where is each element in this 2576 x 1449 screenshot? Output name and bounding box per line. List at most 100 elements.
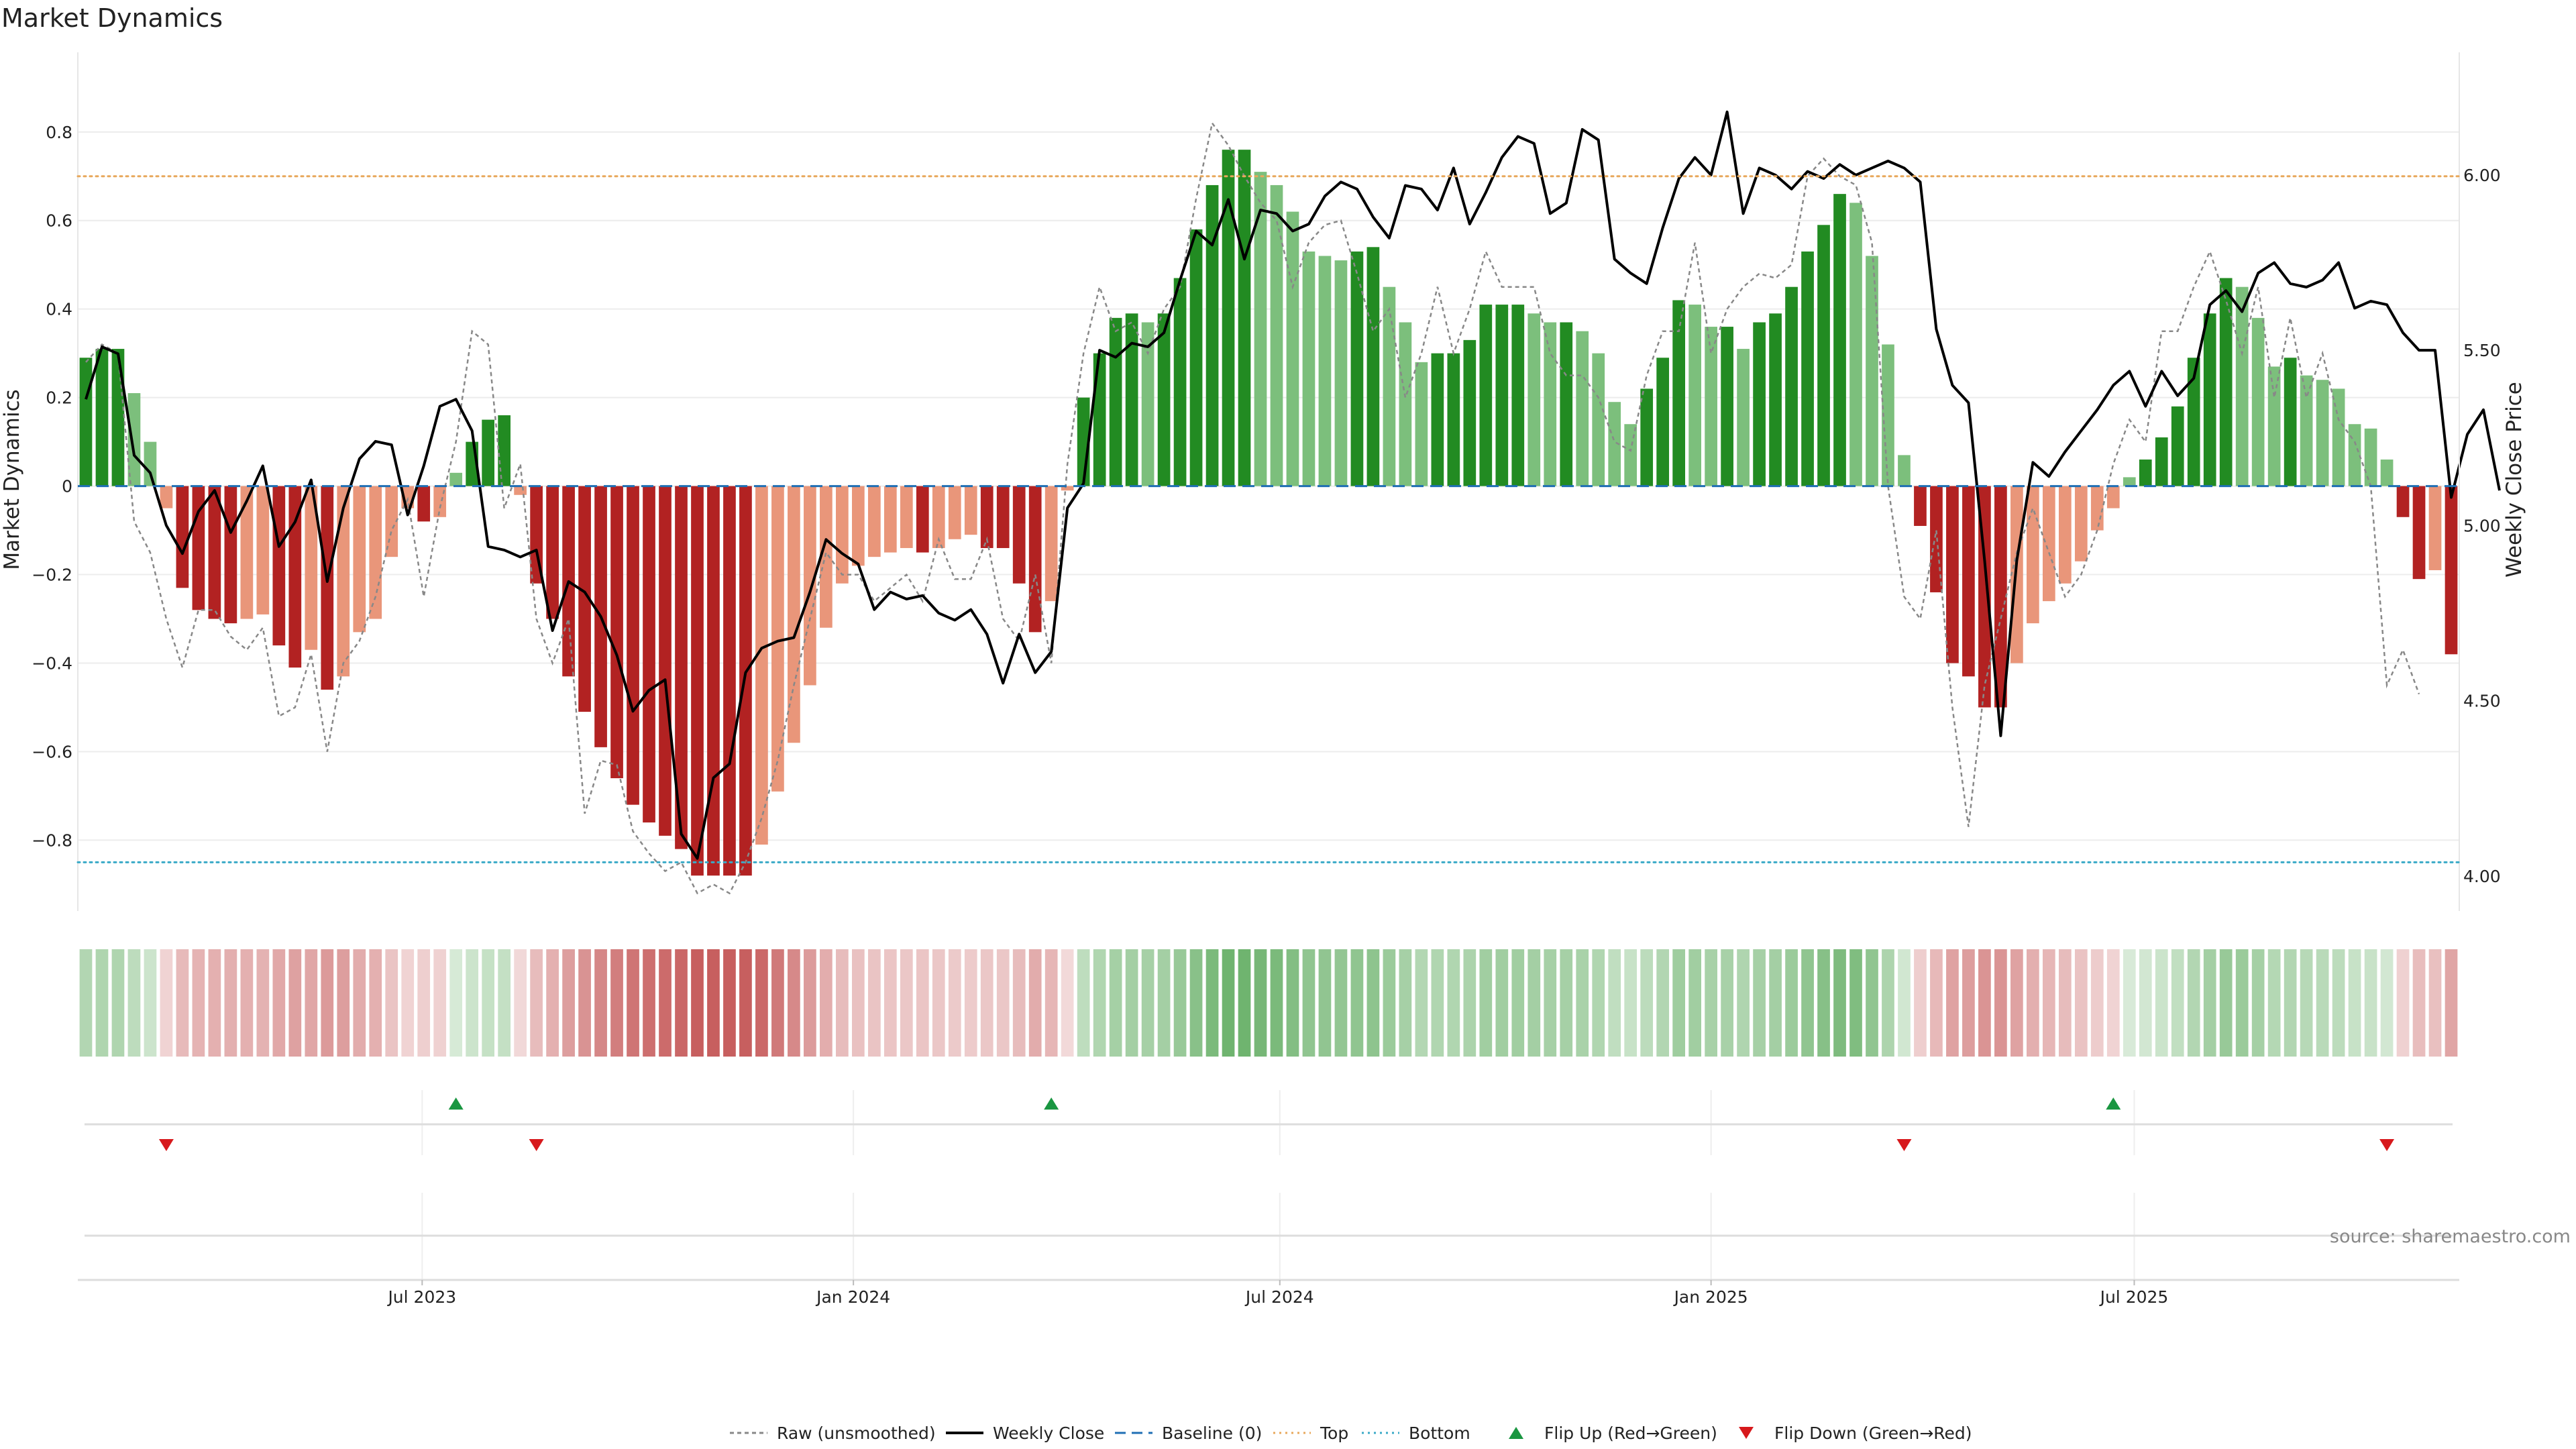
heat-cell: [2332, 949, 2345, 1057]
heat-cell: [2203, 949, 2216, 1057]
bar: [1318, 256, 1332, 486]
bar: [1817, 225, 1830, 486]
flip-down-marker: [1896, 1139, 1912, 1151]
bar: [2219, 278, 2233, 486]
heat-cell: [1994, 949, 2007, 1057]
heat-cell: [1238, 949, 1251, 1057]
heat-cell: [2187, 949, 2200, 1057]
heat-cell: [804, 949, 816, 1057]
heat-cell: [337, 949, 350, 1057]
heat-cell: [2074, 949, 2088, 1057]
heat-cell: [1592, 949, 1605, 1057]
bar: [1672, 300, 1686, 486]
heat-cell: [788, 949, 800, 1057]
heat-cell: [192, 949, 205, 1057]
bar: [1222, 150, 1235, 486]
heat-cell: [836, 949, 849, 1057]
bar: [79, 358, 93, 486]
heat-cell: [1656, 949, 1670, 1057]
bar: [1560, 322, 1573, 486]
heat-cell: [1882, 949, 1894, 1057]
flip-up-marker: [2106, 1097, 2121, 1110]
legend-label: Flip Up (Red→Green): [1544, 1424, 1717, 1443]
bar: [2171, 406, 2184, 486]
heat-cell: [272, 949, 286, 1057]
heat-cell: [594, 949, 607, 1057]
heat-cell: [1544, 949, 1557, 1057]
legend-label: Raw (unsmoothed): [777, 1424, 936, 1443]
bar: [1028, 486, 1042, 633]
bar: [1656, 358, 1670, 486]
heat-cell: [2171, 949, 2184, 1057]
heat-cell: [610, 949, 623, 1057]
heat-cell: [1173, 949, 1187, 1057]
heat-cell: [1576, 949, 1589, 1057]
bar: [2042, 486, 2055, 602]
bar: [1898, 455, 1911, 486]
heat-cell: [1415, 949, 1428, 1057]
heat-cell: [2027, 949, 2039, 1057]
bar: [1479, 305, 1493, 486]
bar: [2428, 486, 2442, 570]
heat-cell: [1447, 949, 1460, 1057]
heat-cell: [2396, 949, 2410, 1057]
heat-cell: [1222, 949, 1235, 1057]
bar: [820, 486, 833, 628]
left-tick-label: −0.6: [32, 742, 72, 761]
heat-cell: [1254, 949, 1267, 1057]
heat-cell: [1688, 949, 1701, 1057]
x-tick-label: Jul 2023: [386, 1287, 456, 1307]
heat-cell: [79, 949, 93, 1057]
raw-unsmoothed-line: [85, 121, 2420, 895]
bar: [1238, 150, 1251, 486]
heat-cell: [723, 949, 736, 1057]
heat-cell: [482, 949, 495, 1057]
heat-cell: [1302, 949, 1316, 1057]
bar: [1624, 424, 1638, 486]
bar: [111, 349, 125, 486]
bar: [867, 486, 881, 557]
heat-cell: [353, 949, 366, 1057]
bar: [2412, 486, 2426, 580]
bar: [1737, 349, 1750, 486]
bar: [788, 486, 800, 743]
heat-cell: [659, 949, 672, 1057]
bar: [2074, 486, 2088, 561]
heat-cell: [2042, 949, 2055, 1057]
bar: [2445, 486, 2458, 655]
bar: [433, 486, 447, 517]
heat-cell: [2106, 949, 2120, 1057]
heat-cell: [691, 949, 704, 1057]
bar: [417, 486, 431, 522]
bar: [1125, 313, 1138, 486]
bar: [1157, 313, 1171, 486]
bar: [385, 486, 398, 557]
left-tick-label: −0.2: [32, 566, 72, 585]
right-tick-label: 4.50: [2463, 692, 2501, 711]
bar: [1141, 322, 1155, 486]
flip-down-marker: [2379, 1139, 2395, 1151]
bar: [1415, 362, 1428, 486]
bar: [2332, 388, 2345, 486]
heat-cell: [1511, 949, 1525, 1057]
heat-cell: [1737, 949, 1750, 1057]
bar: [240, 486, 254, 619]
bar: [2155, 437, 2168, 486]
heat-cell: [1334, 949, 1348, 1057]
heat-cell: [449, 949, 463, 1057]
bar: [1785, 286, 1798, 486]
bar: [1383, 286, 1396, 486]
heat-cell: [755, 949, 768, 1057]
heat-cell: [562, 949, 575, 1057]
heat-cell: [1399, 949, 1412, 1057]
heat-cell: [1769, 949, 1782, 1057]
bar: [514, 486, 527, 495]
left-tick-label: −0.8: [32, 830, 72, 850]
heat-cell: [1898, 949, 1911, 1057]
bar: [2203, 313, 2216, 486]
bar: [1544, 322, 1557, 486]
bar: [1769, 313, 1782, 486]
heat-cell: [127, 949, 141, 1057]
legend-flip-down-icon: [1739, 1427, 1754, 1439]
heat-cell: [2428, 949, 2442, 1057]
